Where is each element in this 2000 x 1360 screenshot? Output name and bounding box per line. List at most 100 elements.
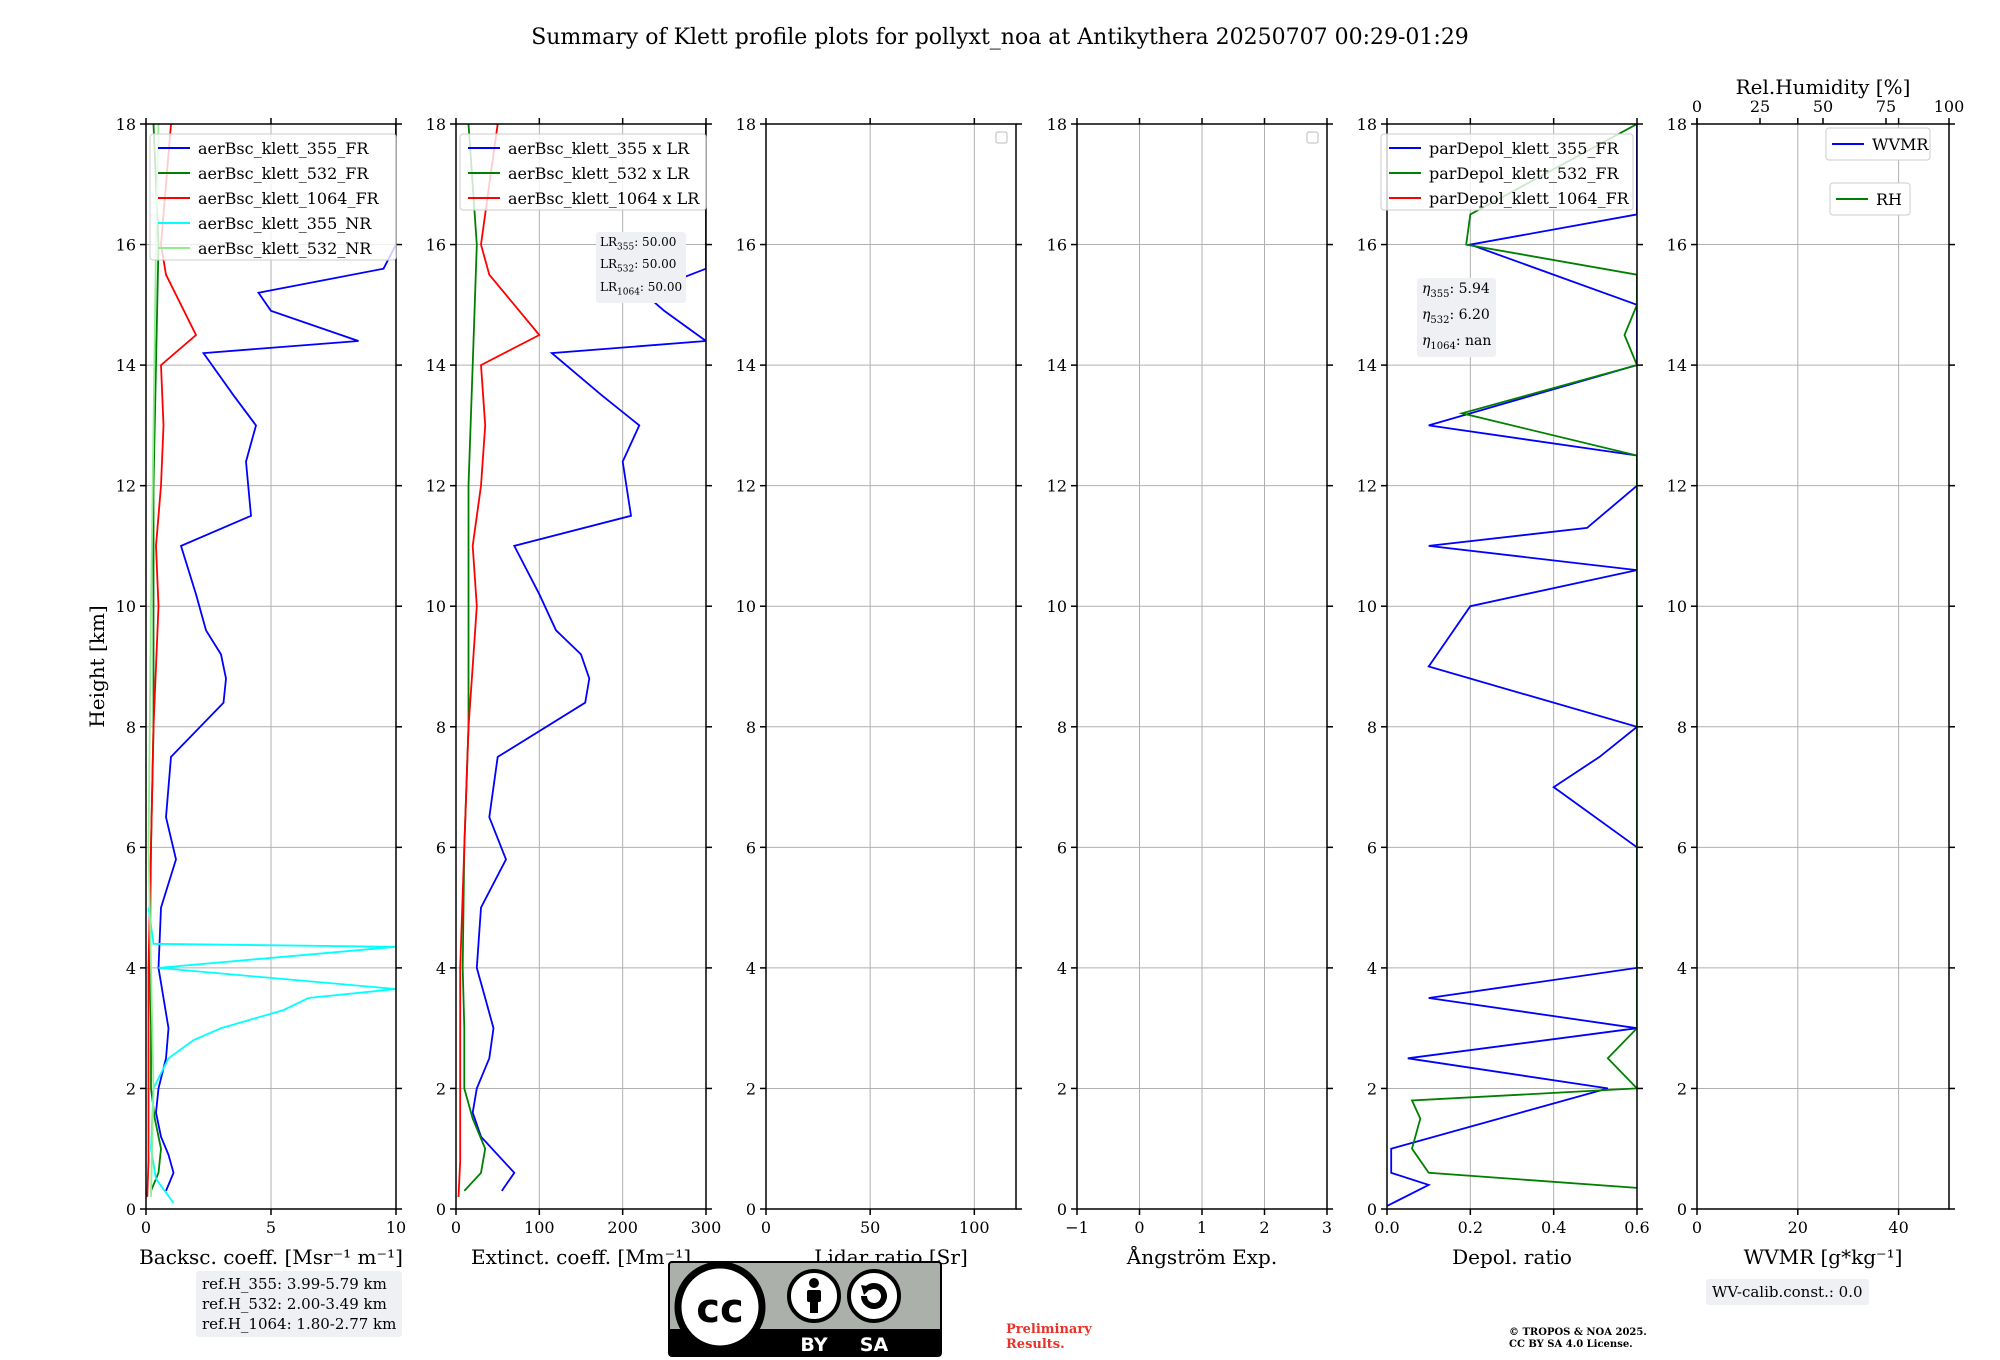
y-tick-label: 12 (116, 477, 136, 496)
y-tick-label: 8 (1367, 718, 1377, 737)
y-tick-label: 4 (436, 959, 446, 978)
y-tick-label: 14 (426, 356, 446, 375)
series-line-parDepol_klett_532_FR (1410, 124, 1637, 1189)
copyright-line: CC BY SA 4.0 License. (1509, 1339, 1633, 1350)
y-tick-label: 4 (746, 959, 756, 978)
y-tick-label: 4 (1367, 959, 1377, 978)
x-tick-label: 5 (266, 1218, 276, 1237)
y-tick-label: 14 (116, 356, 136, 375)
y-tick-label: 18 (1667, 115, 1687, 134)
y-tick-label: 6 (126, 838, 136, 857)
legend-entry: aerBsc_klett_532_FR (198, 164, 369, 183)
y-tick-label: 10 (116, 597, 136, 616)
legend-entry: aerBsc_klett_1064 x LR (508, 189, 700, 208)
y-tick-label: 14 (1667, 356, 1687, 375)
lidar-ratio-box: LR355: 50.00 LR532: 50.00 LR1064: 50.00 (596, 232, 687, 304)
y-tick-label: 6 (1057, 838, 1067, 857)
chart-panel-wvmr: 0 2 4 6 8 10 12 14 16 18 0 20 40 WVMR [g*kg⁻¹] 0 25 50 75… (1667, 75, 1965, 1269)
x-axis-label: Backsc. coeff. [Msr⁻¹ m⁻¹] (139, 1245, 403, 1269)
y-tick-label: 18 (736, 115, 756, 134)
y-tick-label: 4 (1057, 959, 1067, 978)
chart-panel-backscatter: 0 2 4 6 8 10 12 14 16 18 0 5 10 Backsc. coeff. [Msr⁻¹… (85, 115, 406, 1269)
axes-frame (455, 123, 707, 1210)
y-tick-label: 14 (1047, 356, 1067, 375)
x-axis-label: Depol. ratio (1452, 1245, 1572, 1269)
x-tick-label: 100 (959, 1218, 990, 1237)
y-tick-label: 6 (436, 838, 446, 857)
preliminary-line: Results. (1006, 1337, 1065, 1352)
y-tick-label: 16 (736, 236, 756, 255)
axes-frame (765, 123, 1017, 1210)
y-tick-label: 12 (1667, 477, 1687, 496)
y-tick-label: 16 (116, 236, 136, 255)
y-tick-label: 0 (1057, 1200, 1067, 1219)
y-tick-label: 18 (1357, 115, 1377, 134)
wv-calib-text: WV-calib.const.: 0.0 (1712, 1283, 1863, 1301)
y-tick-label: 10 (426, 597, 446, 616)
legend-entry: aerBsc_klett_355_FR (198, 139, 369, 158)
series-line-aerBsc_klett_355_NR (147, 907, 396, 1204)
y-tick-label: 8 (1057, 718, 1067, 737)
lr-line: LR532: 50.00 (600, 257, 677, 275)
y-tick-label: 8 (126, 718, 136, 737)
legend-entry: WVMR (1872, 135, 1929, 154)
y-tick-label: 2 (746, 1079, 756, 1098)
ref-height-1064: ref.H_1064: 1.80-2.77 km (202, 1315, 397, 1333)
x-tick-label: −1 (1065, 1218, 1089, 1237)
x-tick-label: 300 (691, 1218, 722, 1237)
x-axis-label: WVMR [g*kg⁻¹] (1744, 1245, 1903, 1269)
y-tick-label: 10 (1047, 597, 1067, 616)
y-tick-label: 12 (1047, 477, 1067, 496)
series-line-aerBsc_klett_355 x LR (471, 124, 706, 1192)
x-tick-label: 0.4 (1541, 1218, 1566, 1237)
series-line-parDepol_klett_355_FR (1387, 124, 1637, 1207)
y-tick-label: 0 (746, 1200, 756, 1219)
y-tick-label: 6 (1677, 838, 1687, 857)
legend-entry: aerBsc_klett_532_NR (198, 239, 372, 258)
y-tick-label: 6 (1367, 838, 1377, 857)
y-tick-label: 2 (1367, 1079, 1377, 1098)
preliminary-line: Preliminary (1006, 1322, 1092, 1337)
x-top-tick-label: 50 (1813, 97, 1833, 116)
x-tick-label: 50 (860, 1218, 880, 1237)
y-tick-label: 18 (116, 115, 136, 134)
lr-line: LR1064: 50.00 (600, 279, 683, 298)
legend-box (1829, 182, 1911, 216)
legend-entry: parDepol_klett_355_FR (1429, 139, 1620, 158)
axes-frame (145, 123, 397, 1210)
y-tick-label: 0 (126, 1200, 136, 1219)
y-axis-label: Height [km] (85, 605, 109, 727)
empty-legend-box (995, 131, 1008, 144)
x-tick-label: 3 (1322, 1218, 1332, 1237)
ref-height-355: ref.H_355: 3.99-5.79 km (202, 1275, 387, 1293)
x-tick-label: 2 (1259, 1218, 1269, 1237)
y-tick-label: 10 (736, 597, 756, 616)
empty-legend-box (1306, 131, 1319, 144)
x-top-tick-label: 0 (1692, 97, 1702, 116)
y-tick-label: 6 (746, 838, 756, 857)
x-top-axis-label: Rel.Humidity [%] (1736, 75, 1911, 99)
x-tick-label: 0.6 (1624, 1218, 1649, 1237)
x-tick-label: 10 (386, 1218, 406, 1237)
legend-box (1825, 127, 1931, 161)
x-axis-label: Extinct. coeff. [Mm⁻¹] (471, 1245, 691, 1269)
sa-text: SA (860, 1334, 889, 1356)
x-tick-label: 0 (451, 1218, 461, 1237)
axes-frame (1076, 123, 1328, 1210)
wv-calib-box: WV-calib.const.: 0.0 (1706, 1279, 1869, 1305)
lr-line: LR355: 50.00 (600, 235, 677, 253)
y-tick-label: 0 (436, 1200, 446, 1219)
legend-entry: RH (1876, 190, 1902, 209)
x-tick-label: 200 (607, 1218, 638, 1237)
axes-frame (1696, 123, 1950, 1210)
y-tick-label: 8 (1677, 718, 1687, 737)
series-line-aerBsc_klett_532 x LR (461, 124, 487, 1192)
x-tick-label: 0.2 (1458, 1218, 1483, 1237)
x-tick-label: 40 (1888, 1218, 1908, 1237)
reference-heights-box: ref.H_355: 3.99-5.79 km ref.H_532: 2.00-… (196, 1271, 403, 1337)
x-tick-label: 0 (1692, 1218, 1702, 1237)
y-tick-label: 4 (1677, 959, 1687, 978)
x-tick-label: 0.0 (1374, 1218, 1399, 1237)
y-tick-label: 0 (1367, 1200, 1377, 1219)
